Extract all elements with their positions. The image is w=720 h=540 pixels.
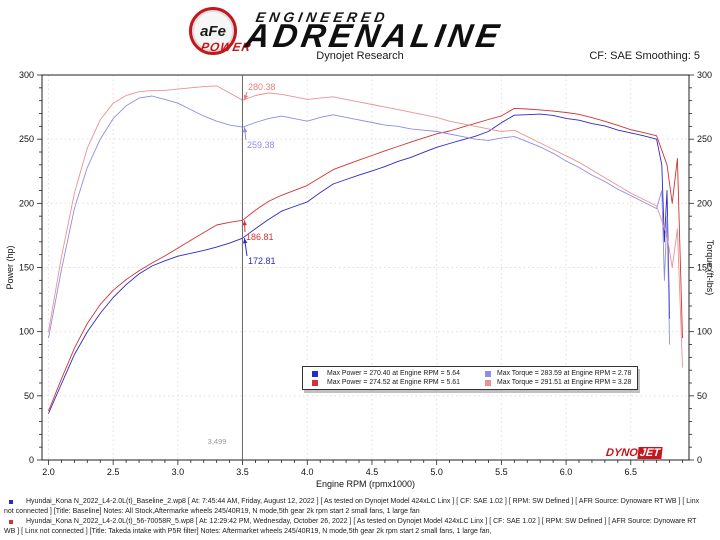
svg-text:280.38: 280.38 — [248, 82, 276, 92]
svg-text:250: 250 — [19, 134, 34, 144]
legend-swatch-power-intake — [312, 379, 318, 386]
svg-text:200: 200 — [697, 198, 712, 208]
run-marker-intake-icon — [9, 519, 13, 524]
legend-max-power-intake: Max Power = 274.52 at Engine RPM = 5.61 — [327, 379, 460, 386]
svg-text:250: 250 — [697, 134, 712, 144]
svg-text:259.38: 259.38 — [247, 140, 275, 150]
svg-text:50: 50 — [24, 391, 34, 401]
svg-text:6.0: 6.0 — [560, 467, 573, 477]
legend-swatch-power-baseline — [312, 370, 318, 377]
svg-text:300: 300 — [19, 70, 34, 80]
legend-row-intake: Max Power = 274.52 at Engine RPM = 5.61 … — [303, 378, 637, 387]
svg-text:4.5: 4.5 — [366, 467, 379, 477]
run-text-baseline: Hyundai_Kona N_2022_L4-2.0L(t)_Baseline_… — [4, 498, 700, 515]
legend-max-torque-baseline: Max Torque = 283.59 at Engine RPM = 2.78 — [497, 370, 632, 377]
smoothing-setting: CF: SAE Smoothing: 5 — [589, 50, 700, 62]
dynojet-watermark: DYNOJET — [605, 447, 663, 459]
svg-text:Power (hp): Power (hp) — [5, 245, 15, 289]
svg-text:186.81: 186.81 — [246, 232, 274, 242]
svg-text:6.5: 6.5 — [625, 467, 638, 477]
svg-text:Engine RPM (rpmx1000): Engine RPM (rpmx1000) — [316, 479, 415, 489]
svg-text:200: 200 — [19, 198, 34, 208]
run-info: Hyundai_Kona N_2022_L4-2.0L(t)_Baseline_… — [0, 497, 712, 537]
run-marker-baseline-icon — [9, 499, 13, 504]
svg-text:150: 150 — [19, 263, 34, 273]
svg-text:150: 150 — [697, 263, 712, 273]
svg-text:5.0: 5.0 — [430, 467, 443, 477]
legend-swatch-torque-baseline — [485, 370, 491, 377]
dyno-chart: 0 0 50 50 100 100 150 150 200 200 250 250 300 300 2.0 2… — [0, 68, 720, 496]
svg-text:0: 0 — [697, 455, 702, 465]
svg-text:4.0: 4.0 — [301, 467, 314, 477]
svg-text:2.0: 2.0 — [42, 467, 55, 477]
legend-swatch-torque-intake — [485, 379, 491, 386]
svg-text:3,499: 3,499 — [208, 437, 227, 446]
svg-text:2.5: 2.5 — [107, 467, 120, 477]
svg-text:172.81: 172.81 — [248, 256, 276, 266]
run-text-intake: Hyundai_Kona N_2022_L4-2.0L(t)_56-70058R… — [4, 518, 697, 535]
svg-text:Torque (ft-lbs): Torque (ft-lbs) — [705, 240, 715, 296]
afe-power-logo-icon: aFe — [189, 7, 237, 55]
dynojet-watermark-dyno: DYNO — [605, 447, 639, 459]
legend: Max Power = 270.40 at Engine RPM = 5.64 … — [302, 366, 638, 390]
svg-text:100: 100 — [697, 327, 712, 337]
svg-text:50: 50 — [697, 391, 707, 401]
svg-text:3.5: 3.5 — [236, 467, 249, 477]
svg-text:5.5: 5.5 — [495, 467, 508, 477]
afe-badge-text: aFe — [200, 22, 226, 40]
plot-area[interactable]: 0 0 50 50 100 100 150 150 200 200 250 250 300 300 2.0 2… — [0, 68, 720, 496]
run-info-baseline: Hyundai_Kona N_2022_L4-2.0L(t)_Baseline_… — [4, 497, 708, 516]
svg-text:100: 100 — [19, 327, 34, 337]
run-info-intake: Hyundai_Kona N_2022_L4-2.0L(t)_56-70058R… — [4, 517, 708, 536]
page-title: Dynojet Research — [316, 50, 404, 62]
dynojet-watermark-jet: JET — [637, 447, 663, 459]
legend-row-baseline: Max Power = 270.40 at Engine RPM = 5.64 … — [303, 369, 637, 378]
header: aFe POWER ENGINEERED ADRENALINE Dynojet … — [0, 0, 720, 68]
svg-text:3.0: 3.0 — [172, 467, 185, 477]
legend-max-torque-intake: Max Torque = 291.51 at Engine RPM = 3.28 — [497, 379, 632, 386]
svg-text:300: 300 — [697, 70, 712, 80]
legend-max-power-baseline: Max Power = 270.40 at Engine RPM = 5.64 — [327, 370, 460, 377]
svg-text:0: 0 — [29, 455, 34, 465]
